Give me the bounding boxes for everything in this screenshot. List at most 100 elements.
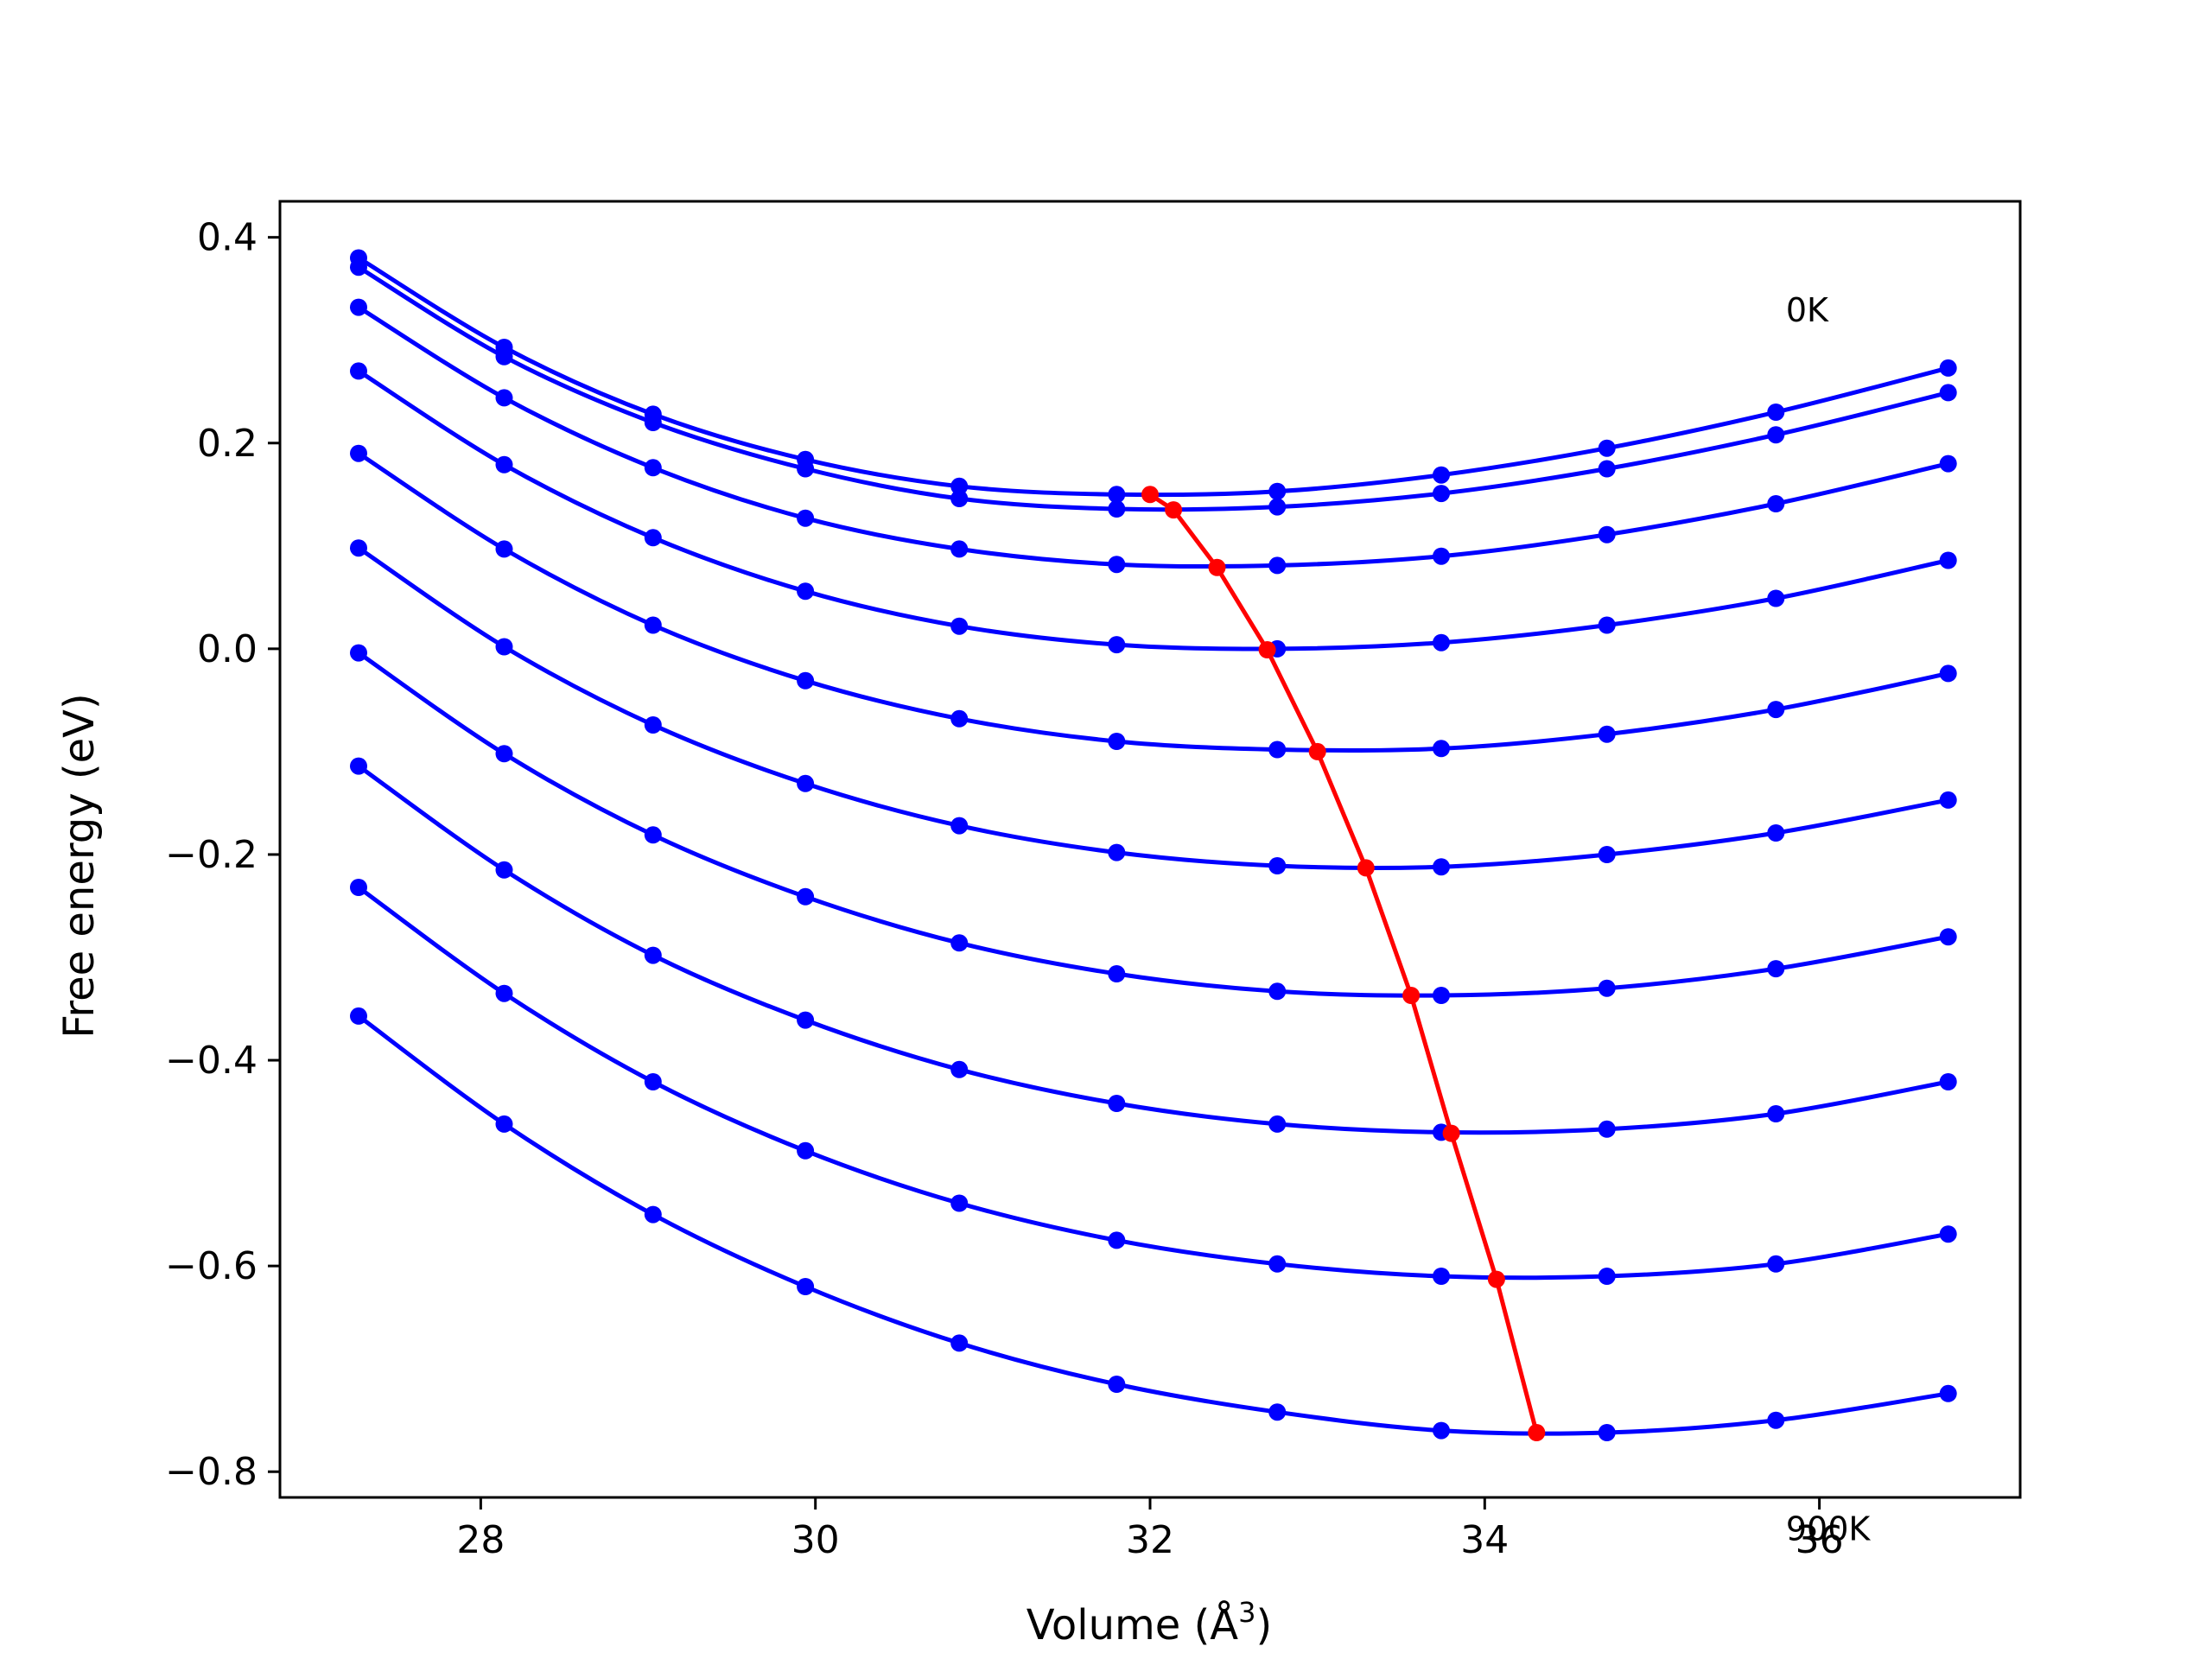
data-point: [950, 817, 969, 835]
data-point: [1767, 701, 1785, 719]
series-line-8: [357, 885, 1949, 1281]
data-point: [1767, 404, 1785, 421]
data-point: [1108, 1231, 1126, 1249]
data-point: [644, 616, 662, 634]
data-point: [495, 861, 513, 879]
data-point: [1433, 633, 1450, 652]
data-point: [1939, 664, 1957, 683]
data-point: [350, 879, 367, 896]
data-point: [1108, 486, 1126, 504]
data-point: [495, 984, 513, 1002]
data-point: [1433, 858, 1450, 876]
minima-line: [1148, 493, 1539, 1433]
data-point: [950, 1194, 969, 1212]
minimum-point: [1402, 987, 1421, 1004]
data-point: [950, 709, 969, 728]
series-line-5: [357, 546, 1949, 871]
y-tick-label: 0.2: [197, 422, 257, 466]
data-point: [1598, 979, 1616, 997]
data-point: [797, 671, 815, 690]
minimum-point: [1141, 486, 1159, 504]
data-point: [350, 444, 367, 462]
data-point: [1598, 1120, 1616, 1138]
data-point: [1108, 843, 1126, 861]
series-line-9: [357, 1014, 1949, 1436]
plot-frame: [278, 200, 2022, 1499]
data-point: [1598, 439, 1616, 457]
temperature-annotation: 900K: [1786, 1510, 1872, 1548]
annotation-layer: 0K 900K: [1786, 291, 1872, 1548]
data-point: [350, 757, 367, 775]
data-point: [1767, 589, 1785, 607]
data-point: [495, 745, 513, 763]
data-point: [1767, 824, 1785, 842]
data-point: [1767, 426, 1785, 444]
point-layer: [350, 249, 1957, 1441]
data-point: [1108, 1095, 1126, 1112]
y-tick-label: −0.6: [165, 1244, 257, 1288]
data-point: [1433, 740, 1450, 758]
data-point: [1268, 982, 1287, 1001]
minimum-point: [1442, 1124, 1460, 1142]
data-point: [1108, 500, 1126, 518]
data-point: [950, 1334, 969, 1352]
data-point: [1767, 1105, 1785, 1122]
data-point: [495, 389, 513, 407]
data-point: [1767, 1411, 1785, 1429]
data-point: [350, 258, 367, 276]
data-point: [495, 638, 513, 656]
data-point: [1939, 359, 1957, 377]
data-point: [1767, 1255, 1785, 1273]
y-tick-label: 0.4: [197, 216, 257, 260]
data-point: [644, 459, 662, 477]
data-point: [350, 539, 367, 557]
y-tick-label: −0.2: [165, 833, 257, 877]
data-point: [1108, 1376, 1126, 1393]
data-point: [495, 347, 513, 365]
y-axis-label: Free energy (eV): [55, 693, 104, 1038]
data-point: [1268, 1255, 1287, 1273]
x-tick-label: 32: [1126, 1518, 1174, 1562]
data-point: [950, 490, 969, 507]
data-point: [1108, 733, 1126, 750]
minima-layer: [1141, 486, 1546, 1441]
data-point: [950, 477, 969, 495]
y-tick-label: 0.0: [197, 627, 257, 671]
data-point: [1433, 466, 1450, 484]
series-line-6: [357, 651, 1949, 998]
data-point: [1433, 1421, 1450, 1440]
data-point: [1268, 498, 1287, 516]
data-point: [950, 540, 969, 558]
data-point: [797, 774, 815, 792]
data-point: [350, 644, 367, 662]
data-point: [797, 887, 815, 906]
series-line-2: [357, 305, 1949, 569]
data-point: [1939, 791, 1957, 809]
minimum-point: [1165, 501, 1183, 519]
data-point: [1939, 384, 1957, 402]
data-point: [1939, 454, 1957, 473]
data-point: [797, 1011, 815, 1029]
data-point: [1268, 857, 1287, 874]
data-point: [1598, 1424, 1616, 1441]
data-point: [1767, 495, 1785, 512]
data-point: [797, 1141, 815, 1160]
x-tick-label: 36: [1796, 1518, 1844, 1562]
data-point: [1939, 1225, 1957, 1243]
data-point: [797, 509, 815, 527]
data-point: [1268, 1403, 1287, 1421]
series-line-7: [357, 764, 1949, 1135]
tick-layer: 28 30 32 34 36 0.4 0.2 0.0 −0.2 −0.4 −0.6 −0.8: [165, 216, 1843, 1562]
minimum-point: [1208, 558, 1226, 576]
data-point: [950, 1060, 969, 1078]
data-point: [644, 529, 662, 547]
data-point: [644, 1073, 662, 1090]
data-point: [1939, 1073, 1957, 1090]
data-point: [495, 1115, 513, 1133]
data-point: [1268, 741, 1287, 759]
series-line-1: [357, 265, 1949, 512]
data-point: [1767, 960, 1785, 978]
minimum-point: [1357, 859, 1375, 877]
data-point: [644, 946, 662, 964]
